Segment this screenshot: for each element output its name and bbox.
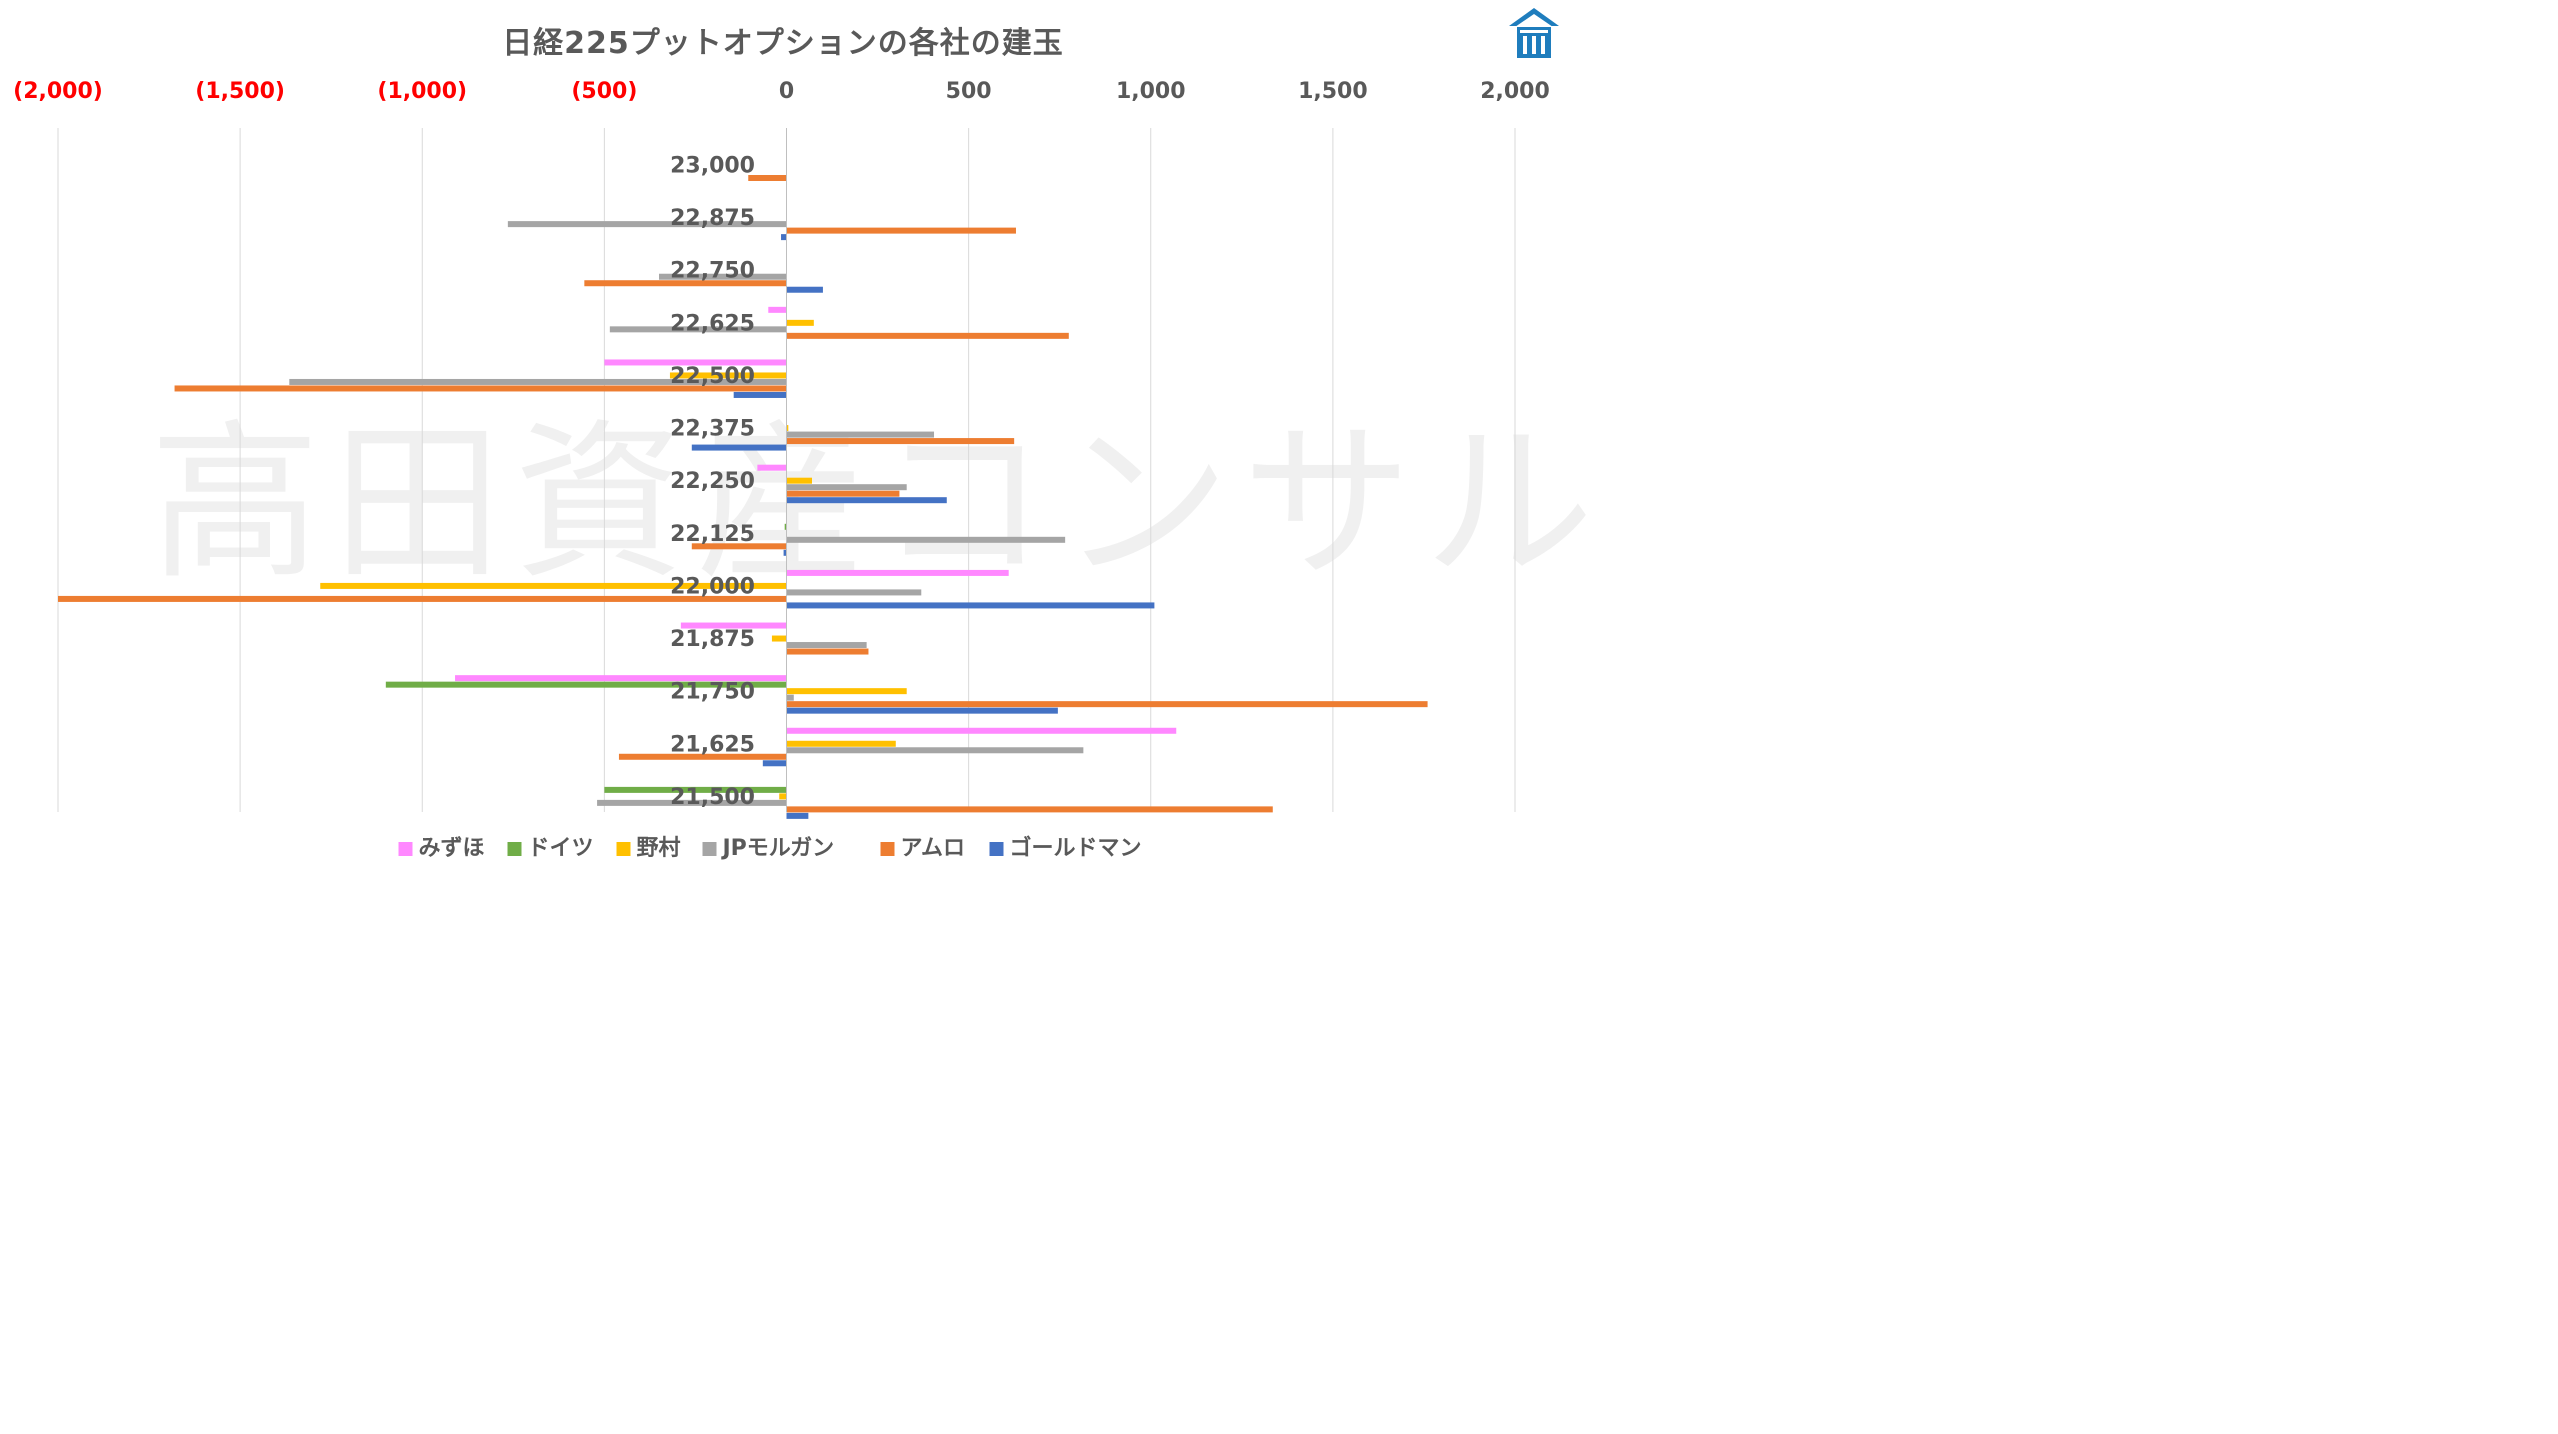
bar bbox=[584, 280, 787, 287]
bar bbox=[58, 595, 787, 602]
bar bbox=[786, 589, 922, 596]
bar bbox=[748, 175, 787, 181]
bar bbox=[784, 523, 787, 530]
category-label: 22,750 bbox=[670, 259, 755, 284]
bar bbox=[786, 642, 867, 649]
legend-swatch bbox=[398, 842, 413, 856]
legend-label: JPモルガン bbox=[721, 836, 835, 861]
x-tick-label: 1,500 bbox=[1298, 79, 1368, 104]
bar bbox=[786, 227, 1016, 234]
category-label: 21,875 bbox=[670, 627, 755, 652]
bar bbox=[786, 497, 947, 504]
bar bbox=[597, 799, 787, 806]
legend-label: みずほ bbox=[419, 836, 485, 861]
category-label: 22,500 bbox=[670, 364, 755, 389]
bar-chart-plot: (2,000) (1,500) (1,000) (500) 0 500 1,000 1,500… bbox=[13, 79, 1550, 861]
category-label: 22,125 bbox=[670, 522, 755, 547]
bar bbox=[669, 372, 787, 379]
category-label: 22,875 bbox=[670, 206, 755, 231]
bar bbox=[289, 378, 787, 385]
bar bbox=[786, 694, 794, 701]
bar bbox=[786, 286, 823, 293]
bar bbox=[757, 464, 787, 471]
bar bbox=[786, 425, 789, 432]
bar bbox=[786, 701, 1428, 708]
category-label: 22,000 bbox=[670, 574, 755, 599]
house-logo-icon bbox=[1509, 8, 1559, 58]
category-label: 21,625 bbox=[670, 732, 755, 757]
bar bbox=[659, 273, 787, 280]
bar bbox=[786, 438, 1015, 445]
legend-label: アムロ bbox=[901, 836, 965, 861]
legend-swatch bbox=[702, 842, 717, 856]
category-label: 22,250 bbox=[670, 469, 755, 494]
bar bbox=[786, 707, 1058, 714]
bar bbox=[604, 786, 787, 793]
bar bbox=[733, 391, 787, 398]
bar bbox=[786, 812, 809, 819]
bar bbox=[786, 688, 907, 695]
bar bbox=[786, 569, 1009, 576]
bar bbox=[691, 444, 787, 451]
bar bbox=[604, 359, 787, 366]
bar bbox=[174, 385, 787, 392]
bar bbox=[507, 221, 787, 228]
bar bbox=[786, 740, 896, 747]
bar bbox=[779, 793, 787, 800]
legend-swatch bbox=[989, 842, 1004, 856]
bar bbox=[680, 622, 787, 629]
bar bbox=[786, 602, 1155, 609]
bar bbox=[786, 490, 900, 497]
chart-container: 日経225プットオプションの各社の建玉 高田資産コンサル (2,000) (1,5… bbox=[0, 0, 1594, 878]
category-label: 21,500 bbox=[670, 785, 755, 810]
bar bbox=[385, 681, 787, 688]
bar bbox=[786, 484, 907, 491]
bar bbox=[786, 747, 1084, 754]
bar bbox=[455, 675, 787, 682]
bar bbox=[781, 234, 787, 241]
bar bbox=[786, 332, 1069, 339]
bar bbox=[783, 549, 787, 556]
x-tick-label: 0 bbox=[779, 79, 794, 104]
bar bbox=[786, 319, 814, 326]
x-tick-label: (500) bbox=[571, 79, 637, 104]
x-tick-label: 1,000 bbox=[1116, 79, 1186, 104]
legend-swatch bbox=[880, 842, 895, 856]
category-label: 21,750 bbox=[670, 680, 755, 705]
legend-swatch bbox=[507, 842, 522, 856]
x-tick-label: (1,000) bbox=[377, 79, 467, 104]
legend-label: 野村 bbox=[637, 836, 681, 861]
legend-label: ゴールドマン bbox=[1010, 835, 1142, 861]
bar bbox=[771, 635, 787, 642]
bar bbox=[786, 727, 1177, 734]
bar bbox=[768, 306, 787, 313]
category-label: 22,375 bbox=[670, 417, 755, 442]
bar bbox=[786, 536, 1066, 543]
x-tick-label: 2,000 bbox=[1480, 79, 1550, 104]
x-tick-label: 500 bbox=[946, 79, 992, 104]
bar bbox=[786, 431, 935, 438]
legend-swatch bbox=[616, 842, 631, 856]
x-tick-label: (1,500) bbox=[195, 79, 285, 104]
bar bbox=[691, 543, 787, 550]
category-label: 22,625 bbox=[670, 311, 755, 336]
chart-title: 日経225プットオプションの各社の建玉 bbox=[502, 26, 1064, 61]
bar bbox=[320, 582, 787, 589]
bar bbox=[786, 648, 869, 655]
bar bbox=[618, 753, 787, 760]
bar bbox=[786, 806, 1273, 813]
bar bbox=[609, 326, 787, 333]
category-label: 23,000 bbox=[670, 154, 755, 179]
bar bbox=[762, 760, 787, 767]
x-tick-label: (2,000) bbox=[13, 79, 103, 104]
bar bbox=[786, 477, 812, 484]
legend-label: ドイツ bbox=[528, 836, 594, 861]
